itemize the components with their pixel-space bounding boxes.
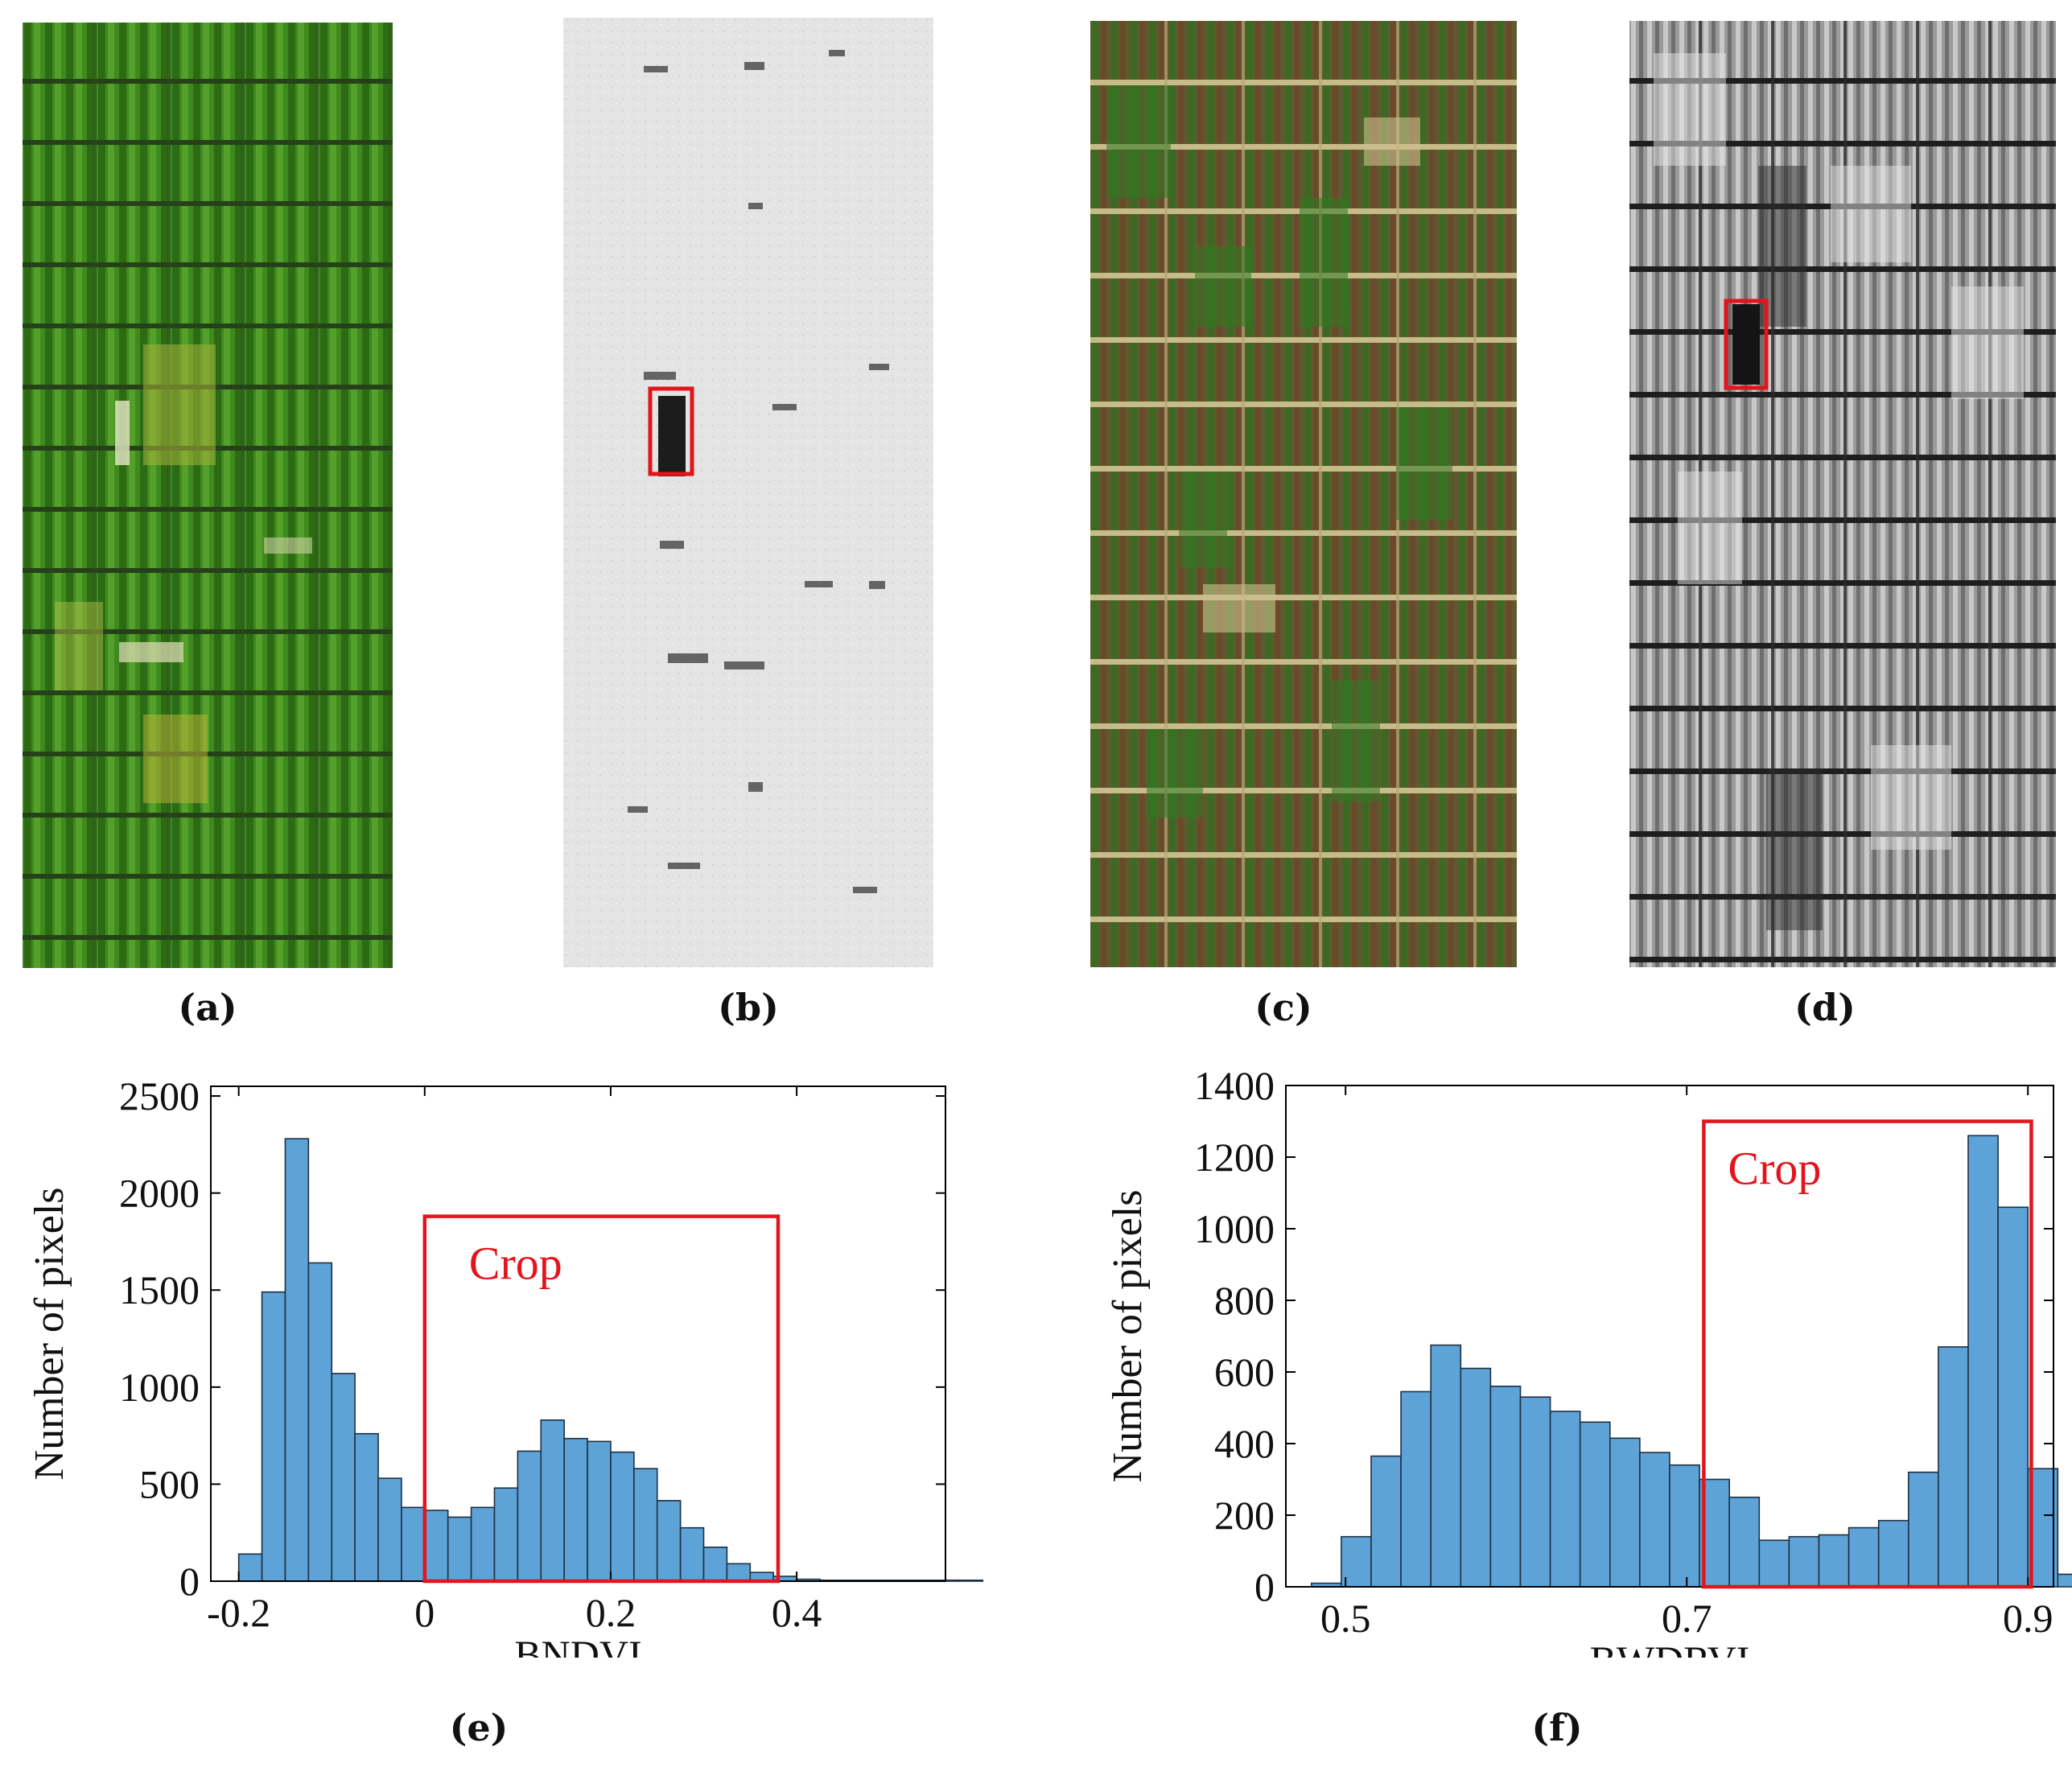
panel-label-a: (a) — [178, 986, 237, 1029]
histogram-bar — [1400, 1390, 1432, 1588]
histogram-bar — [307, 1262, 333, 1582]
x-axis-label: BWDRVI — [1590, 1638, 1750, 1658]
histogram-bar — [1639, 1452, 1670, 1588]
y-axis-label: Number of pixels — [27, 1188, 72, 1481]
histogram-bar — [540, 1419, 565, 1582]
histogram-bar — [726, 1563, 752, 1582]
histogram-bar — [1788, 1535, 1820, 1588]
bndvi-histogram-chart: -0.2 0 0.2 0.405001000150020002500BNDVINumb… — [27, 1073, 984, 1658]
histogram-bar — [563, 1437, 588, 1582]
histogram-bar — [610, 1451, 635, 1582]
y-tick-label: 500 — [139, 1461, 200, 1506]
panel-label-b: (b) — [718, 986, 779, 1029]
histogram-bar — [284, 1138, 310, 1582]
histogram-bar — [702, 1546, 728, 1582]
rgb-field-image-a — [23, 23, 393, 968]
x-tick-label: 0.9 — [2003, 1596, 2053, 1641]
y-tick-label: 800 — [1214, 1278, 1275, 1323]
histogram-bar — [331, 1373, 356, 1582]
x-tick-label: 0.7 — [1662, 1596, 1712, 1641]
y-axis-label: Number of pixels — [1105, 1190, 1151, 1483]
histogram-bar — [1669, 1464, 1700, 1588]
histogram-bar — [447, 1516, 472, 1582]
histogram-bar — [1519, 1396, 1551, 1588]
histogram-bar — [2057, 1573, 2072, 1588]
panel-b-image — [563, 18, 933, 967]
histogram-bar — [1818, 1534, 1850, 1588]
histogram-bar — [237, 1553, 263, 1582]
histogram-bar — [493, 1487, 519, 1582]
histogram-bar — [1967, 1135, 1999, 1588]
y-tick-label: 0 — [179, 1559, 200, 1604]
crop-region-box — [1702, 1119, 2033, 1589]
crop-annotation-label: Crop — [469, 1238, 562, 1290]
panel-a-image — [23, 23, 393, 968]
histogram-bar — [1579, 1421, 1611, 1588]
panel-label-d: (d) — [1794, 986, 1856, 1029]
x-tick-label: 0.2 — [586, 1590, 636, 1635]
y-tick-label: 1500 — [119, 1267, 200, 1312]
histogram-bar — [587, 1440, 612, 1582]
histogram-bar — [1370, 1455, 1402, 1588]
histogram-bar — [958, 1579, 984, 1582]
histogram-bar — [1997, 1206, 2029, 1588]
y-tick-label: 400 — [1214, 1421, 1275, 1466]
x-tick-label: 0.4 — [772, 1590, 822, 1635]
x-tick-label: -0.2 — [207, 1590, 270, 1635]
y-tick-label: 1000 — [119, 1365, 200, 1410]
bwdrvi-map-image — [1629, 21, 2056, 967]
histogram-bar — [1877, 1519, 1909, 1588]
y-tick-label: 600 — [1214, 1349, 1275, 1394]
y-tick-label: 0 — [1254, 1564, 1275, 1609]
rgb-field-image-c — [1090, 21, 1517, 967]
crop-highlight-box-b — [648, 386, 694, 476]
histogram-bar — [1549, 1411, 1581, 1588]
y-tick-label: 200 — [1214, 1493, 1275, 1538]
panel-d-image — [1629, 21, 2056, 967]
y-tick-label: 1200 — [1194, 1135, 1275, 1180]
histogram-bar — [424, 1510, 449, 1582]
crop-region-box — [422, 1214, 781, 1584]
bndvi-map-image — [563, 18, 933, 967]
y-tick-label: 2000 — [119, 1171, 200, 1216]
panel-label-c: (c) — [1254, 986, 1312, 1029]
histogram-bar — [679, 1526, 705, 1582]
histogram-bar — [633, 1468, 658, 1582]
histogram-bar — [401, 1506, 426, 1582]
x-tick-label: 0.5 — [1320, 1596, 1371, 1641]
histogram-bar — [1847, 1526, 1880, 1588]
histogram-bar — [1938, 1346, 1969, 1588]
histogram-bar — [1728, 1496, 1761, 1588]
y-tick-label: 1400 — [1194, 1063, 1275, 1108]
x-tick-label: 0 — [414, 1590, 435, 1635]
panel-c-image — [1090, 21, 1517, 967]
crop-highlight-box-d — [1724, 299, 1769, 390]
histogram-bar — [656, 1500, 682, 1582]
histogram-bar — [261, 1291, 286, 1582]
histogram-bar — [470, 1506, 496, 1582]
histogram-bar — [377, 1477, 402, 1582]
histogram-bar — [1430, 1344, 1462, 1588]
histogram-bar — [1609, 1437, 1641, 1588]
histogram-bar — [1758, 1539, 1790, 1588]
histogram-bar — [1460, 1367, 1492, 1588]
histogram-bar — [1489, 1385, 1522, 1588]
histogram-bar — [517, 1450, 542, 1582]
y-tick-label: 1000 — [1194, 1206, 1275, 1251]
histogram-bar — [354, 1432, 379, 1582]
histogram-bar — [1908, 1471, 1939, 1588]
crop-annotation-label: Crop — [1728, 1143, 1821, 1195]
panel-label-e: (e) — [449, 1706, 509, 1749]
axes-frame — [1285, 1085, 2054, 1588]
x-axis-label: BNDVI — [514, 1632, 641, 1658]
y-tick-label: 2500 — [119, 1073, 200, 1118]
bwdrvi-histogram-chart: 0.5 0.7 0.9 0 200 400 600 800 1000 1200 1400 BWDRVI… — [1105, 1063, 2072, 1658]
panel-label-f: (f) — [1531, 1706, 1583, 1749]
